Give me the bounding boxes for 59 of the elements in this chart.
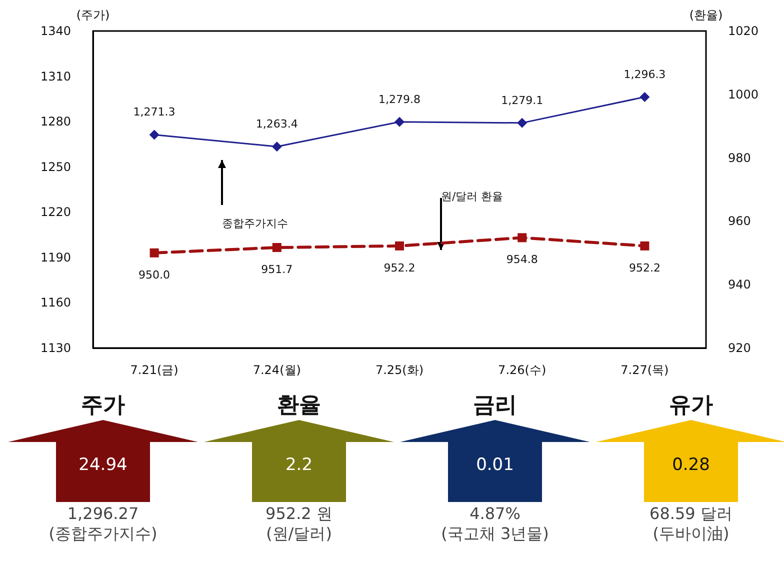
y-axis-title: (주가) (76, 8, 110, 22)
data-label: 951.7 (261, 263, 293, 276)
text: 0.01 (475, 454, 515, 476)
data-label: 1,271.3 (133, 106, 176, 119)
text: 환율 (276, 392, 322, 420)
x-tick-label: 7.25(화) (375, 363, 424, 377)
y2-tick-label: 940 (728, 278, 751, 292)
y-tick-label: 1160 (40, 296, 71, 310)
text: 1,296.27 (66, 504, 140, 524)
text: 68.59 달러 (648, 504, 734, 524)
annotation: 원/달러 환율 (441, 190, 504, 203)
point (394, 116, 404, 127)
y-tick-label: 1340 (40, 24, 71, 38)
y2-tick-label: 960 (728, 214, 751, 228)
point (272, 142, 282, 152)
text: (종합주가지수) (48, 524, 158, 544)
y2-tick-label: 980 (728, 150, 751, 165)
text: 24.94 (78, 454, 128, 476)
x-tick-label: 7.24(월) (252, 363, 301, 377)
data-label: 952.2 (628, 261, 660, 274)
data-label: 950.0 (138, 268, 170, 282)
annotation: 종합주가지수 (222, 217, 288, 230)
data-label: 954.8 (506, 253, 538, 266)
text: 4.87% (468, 504, 522, 524)
text: 2.2 (284, 454, 314, 476)
text: 주가 (80, 392, 126, 420)
text: 0.28 (671, 454, 711, 476)
y2-axis-title: (환율) (689, 8, 723, 22)
y-tick-label: 1220 (40, 205, 71, 220)
text: (두바이油) (652, 524, 730, 544)
y2-tick-label: 1000 (728, 87, 759, 102)
point (517, 118, 528, 128)
y2-tick-label: 920 (728, 341, 751, 355)
point (150, 248, 159, 258)
point (640, 92, 650, 102)
text: (원/달러) (265, 524, 333, 544)
data-label: 952.2 (384, 261, 416, 274)
text: 유가 (668, 392, 714, 420)
data-label: 1,279.8 (378, 92, 420, 106)
y-tick-label: 1130 (40, 341, 71, 355)
x-tick-label: 7.26(수) (498, 363, 546, 377)
point (272, 243, 282, 252)
data-label: 1,296.3 (624, 68, 666, 81)
point (149, 130, 160, 140)
y-tick-label: 1280 (40, 114, 71, 129)
y-tick-label: 1190 (40, 250, 71, 264)
text: 금리 (472, 392, 518, 420)
point (640, 241, 650, 250)
text: 952.2 원 (264, 504, 334, 524)
point (395, 241, 404, 250)
point (518, 233, 527, 242)
data-label: 1,279.1 (501, 94, 544, 107)
x-tick-label: 7.21(금) (130, 363, 178, 377)
data-label: 1,263.4 (256, 118, 298, 131)
y-tick-label: 1250 (40, 160, 71, 174)
y2-tick-label: 1020 (728, 24, 759, 38)
text: (국고채 3년물) (440, 524, 550, 544)
x-tick-label: 7.27(목) (620, 363, 669, 377)
y-tick-label: 1310 (40, 69, 71, 84)
